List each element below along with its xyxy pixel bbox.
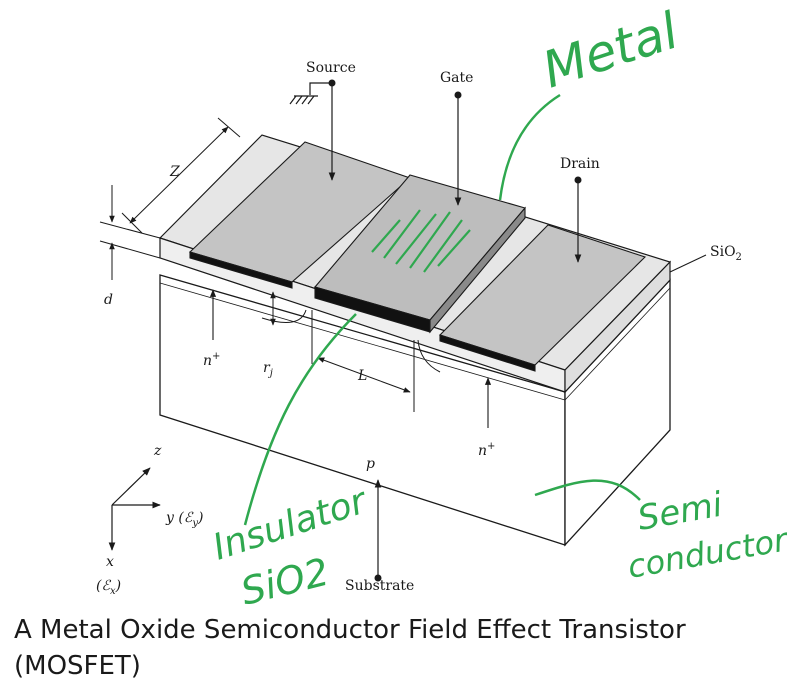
n-plus-left-label: n+: [203, 351, 220, 369]
gate-contact: [314, 174, 526, 334]
gate-label: Gate: [440, 70, 473, 86]
drain-contact: [438, 224, 647, 372]
svg-text:Insulator: Insulator: [208, 480, 373, 569]
caption-line-1: A Metal Oxide Semiconductor Field Effect…: [14, 615, 686, 645]
p-region-label: p: [366, 456, 375, 472]
drain-terminal: [574, 176, 582, 263]
substrate-block: [159, 274, 671, 547]
coordinate-axes: [108, 467, 161, 551]
d-dimension-label: d: [104, 292, 113, 308]
figure-caption: A Metal Oxide Semiconductor Field Effect…: [14, 612, 804, 684]
source-terminal: [289, 79, 336, 181]
axis-x-label: x: [106, 554, 114, 570]
drain-junction-curve: [417, 339, 441, 373]
l-dimension: [311, 310, 415, 412]
source-junction-curve: [261, 309, 307, 323]
oxide-leader-line: [669, 254, 707, 273]
l-dimension-label: L: [357, 368, 367, 384]
caption-line-2: (MOSFET): [14, 651, 141, 681]
oxide-label: SiO2: [710, 244, 742, 263]
d-dimension: [99, 185, 161, 280]
gate-terminal: [454, 91, 462, 206]
svg-text:SiO2: SiO2: [237, 550, 334, 614]
rj-label: rj: [263, 360, 273, 379]
axis-y-label: y (ℰy): [165, 510, 203, 529]
ground-icon: [289, 95, 318, 105]
axis-x-field-label: (ℰx): [96, 578, 121, 597]
substrate-terminal: [374, 479, 382, 582]
z-dimension-label: Z: [169, 164, 180, 180]
axis-z-label: z: [153, 443, 162, 459]
n-plus-right-label: n+: [478, 441, 495, 459]
source-label: Source: [306, 60, 356, 76]
svg-text:Metal: Metal: [536, 2, 685, 100]
gate-hatch-scribble: [371, 209, 471, 273]
substrate-label: Substrate: [345, 578, 414, 594]
svg-text:Semi: Semi: [635, 485, 726, 539]
drain-label: Drain: [560, 156, 600, 172]
z-dimension: [121, 117, 241, 234]
